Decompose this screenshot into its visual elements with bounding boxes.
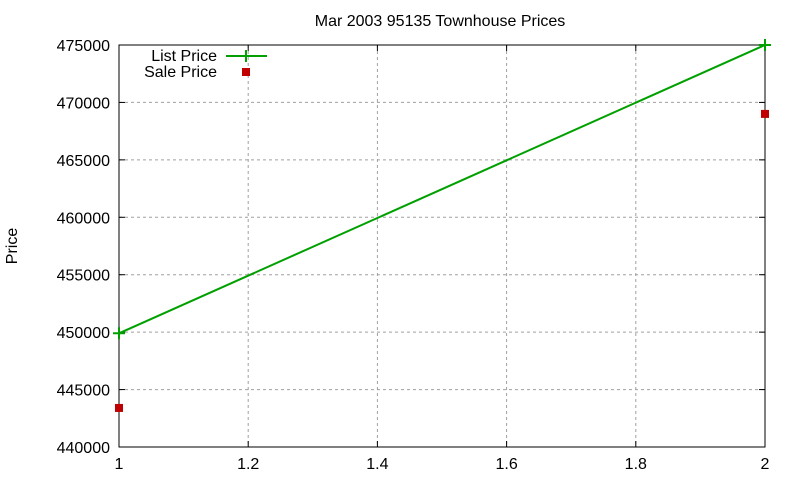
series — [113, 39, 771, 412]
x-tick-label: 2 — [761, 456, 770, 473]
x-tick-label: 1.6 — [495, 456, 517, 473]
legend-label: List Price — [151, 48, 217, 65]
x-tick-label: 1 — [115, 456, 124, 473]
y-axis-label: Price — [4, 228, 21, 265]
series-sale-price — [115, 109, 769, 412]
data-point — [113, 327, 125, 340]
legend-marker — [242, 68, 250, 76]
x-tick-label: 1.4 — [366, 456, 388, 473]
data-point — [761, 109, 769, 118]
y-tick-label: 445000 — [57, 383, 110, 400]
y-tick-label: 470000 — [57, 95, 110, 112]
y-tick-label: 450000 — [57, 325, 110, 342]
x-tick-label: 1.2 — [237, 456, 259, 473]
y-tick-label: 475000 — [57, 38, 110, 55]
legend-marker — [240, 50, 252, 62]
series-list-price — [113, 39, 771, 340]
data-point — [759, 39, 771, 51]
ticks: 1 1.2 1.4 1.6 1.8 2 440000 445000 450000 455000 46… — [57, 38, 770, 473]
chart-title: Mar 2003 95135 Townhouse Prices — [315, 13, 566, 30]
plot-border — [118, 44, 766, 448]
legend-label: Sale Price — [144, 64, 217, 81]
y-tick-label: 460000 — [57, 210, 110, 227]
x-tick-label: 1.8 — [625, 456, 647, 473]
y-tick-label: 455000 — [57, 268, 110, 285]
grid — [119, 45, 765, 447]
data-point — [115, 403, 123, 412]
series-line — [118, 44, 766, 335]
y-tick-label: 465000 — [57, 153, 110, 170]
y-tick-label: 440000 — [57, 440, 110, 457]
